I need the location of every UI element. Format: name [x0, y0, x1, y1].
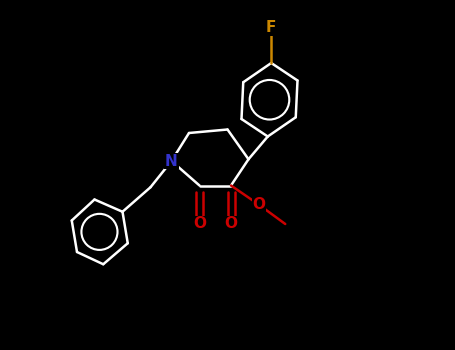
- Text: F: F: [266, 21, 277, 35]
- Text: O: O: [253, 197, 266, 212]
- Text: O: O: [193, 217, 206, 231]
- Text: O: O: [224, 217, 238, 231]
- Text: N: N: [165, 154, 178, 168]
